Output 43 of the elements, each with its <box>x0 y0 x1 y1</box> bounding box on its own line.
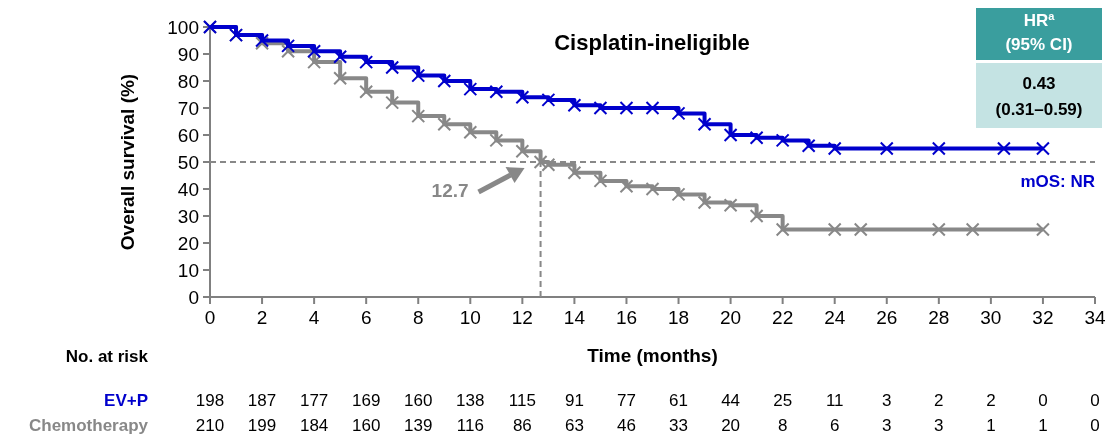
y-tick-label: 20 <box>177 232 199 254</box>
x-tick-label: 10 <box>459 307 481 328</box>
annotation: (95% CI) <box>1005 35 1073 54</box>
text: Chemotherapy <box>28 416 149 435</box>
y-tick-label: 10 <box>177 259 199 281</box>
x-tick-label: 6 <box>360 307 372 328</box>
y-tick-label: 70 <box>177 97 199 119</box>
x-tick-label: 16 <box>615 307 638 328</box>
text: EV+P <box>104 391 148 410</box>
x-tick-label: 26 <box>876 307 898 328</box>
annotation: 0.43 <box>1022 74 1056 93</box>
y-tick-label: 60 <box>177 124 199 146</box>
x-tick-label: 0 <box>204 307 216 328</box>
y-axis-title: Overall survival (%) <box>117 73 138 251</box>
y-tick-label: 0 <box>188 286 199 308</box>
y-tick-label: 80 <box>177 70 199 92</box>
x-tick-label: 24 <box>824 307 846 328</box>
y-tick-label: 90 <box>177 43 199 65</box>
x-tick-label: 8 <box>412 307 424 328</box>
annotation: HR$^{a}$ <box>1023 10 1056 30</box>
x-tick-label: 12 <box>511 307 533 328</box>
annotation: mOS: NR <box>1020 171 1095 191</box>
chart-title: Cisplatin-ineligible <box>554 29 750 55</box>
x-tick-label: 4 <box>308 307 320 328</box>
x-tick-label: 14 <box>563 307 586 328</box>
x-tick-label: 20 <box>720 307 742 328</box>
x-tick-label: 32 <box>1032 307 1054 328</box>
y-tick-label: 50 <box>177 151 199 173</box>
text: 210 199 184 160 139 116 86 63 46 33 20 8 6 3 3 1 1 0 <box>195 416 1100 435</box>
x-tick-label: 22 <box>772 307 794 328</box>
y-tick-label: 30 <box>177 205 199 227</box>
y-tick-label: 100 <box>167 16 199 38</box>
y-tick-label: 40 <box>177 178 199 200</box>
x-tick-label: 34 <box>1084 307 1106 328</box>
x-tick-label: 18 <box>667 307 690 328</box>
text: No. at risk <box>65 347 149 366</box>
ref-line-label: 12.7 <box>431 179 469 201</box>
x-tick-label: 28 <box>928 307 950 328</box>
x-tick-label: 30 <box>980 307 1002 328</box>
annotation: (0.31–0.59) <box>995 100 1083 119</box>
x-axis-title: Time (months) <box>587 345 718 366</box>
x-tick-label: 2 <box>256 307 268 328</box>
text: 198 187 177 169 160 138 115 91 77 61 44 25 11 3 2 2 0 0 <box>195 391 1100 410</box>
